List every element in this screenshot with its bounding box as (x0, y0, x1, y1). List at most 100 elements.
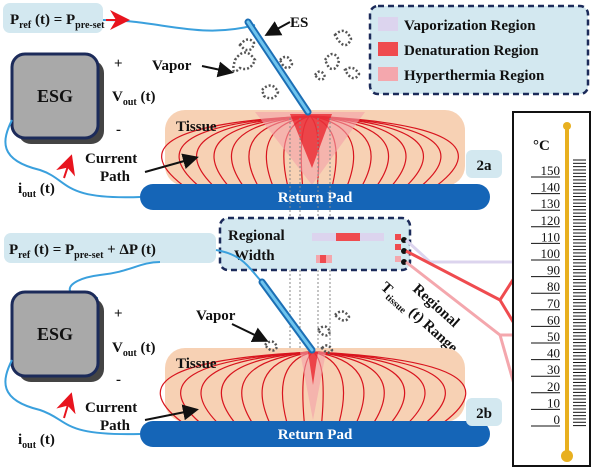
panel-label-box (466, 150, 502, 178)
path-shape (313, 70, 327, 81)
field-line (159, 351, 314, 423)
panel-label: 2b (476, 406, 492, 422)
return-pad (140, 184, 490, 210)
path-shape (232, 51, 257, 73)
thermometer-tick-label: 100 (541, 246, 561, 261)
legend-swatch (378, 67, 398, 81)
equation-box (3, 3, 103, 33)
return-pad (140, 421, 490, 447)
thermometer-tick-label: 60 (547, 312, 560, 327)
path-shape (278, 55, 294, 70)
thermometer-tick-label: 10 (547, 395, 560, 410)
thermometer-tick-label: 30 (547, 362, 560, 377)
field-line (312, 351, 385, 423)
esg-box (10, 52, 100, 140)
arrow (264, 21, 291, 36)
legend-swatch (378, 42, 398, 56)
return-pad-label: Return Pad (278, 427, 353, 443)
wire (215, 249, 263, 283)
current-path: Current Path (85, 151, 137, 185)
arrow (56, 154, 76, 179)
thermometer-tick-label: 40 (547, 346, 560, 361)
tissue-label: Tissue (176, 119, 217, 135)
legend-entry: Denaturation Region (404, 43, 539, 59)
range-marker (395, 244, 401, 250)
vout: Vout (t) (112, 340, 156, 359)
denaturation-bar (320, 255, 326, 263)
minus: - (116, 372, 121, 388)
electrode-highlight (260, 280, 314, 352)
wire (4, 359, 141, 436)
wire (4, 119, 141, 199)
vapor-label: Vapor (196, 308, 236, 324)
field-line (200, 351, 314, 423)
es-label: ES (290, 15, 308, 31)
wire (102, 19, 256, 32)
tissue-label: Tissue (176, 356, 217, 372)
field-line (312, 351, 406, 423)
esg-label: ESG (37, 86, 73, 106)
denaturation-region (308, 352, 318, 385)
thermometer-tick-label: 140 (541, 180, 561, 195)
vapor-bubbles (263, 310, 351, 354)
vapor-label: Vapor (152, 58, 192, 74)
denaturation-bar (336, 233, 360, 241)
equation-box (4, 233, 216, 263)
iout: iout (t) (18, 432, 55, 451)
path-shape (263, 340, 279, 352)
thermometer-tick-label: 50 (547, 329, 560, 344)
range-marker (395, 234, 401, 240)
esg-label: ESG (37, 324, 73, 344)
legend-box (368, 4, 590, 96)
iout: iout (t) (18, 181, 55, 200)
legend-entry: Hyperthermia Region (404, 68, 545, 84)
thermometer-unit: °C (533, 138, 550, 154)
panel-label-box (466, 398, 502, 426)
thermometer-tick-label: 20 (547, 379, 560, 394)
legend-entry: Vaporization Region (404, 18, 536, 34)
thermometer-tick-label: 120 (541, 213, 561, 228)
thermometer-tick-label: 0 (554, 412, 561, 427)
path-shape (343, 66, 361, 80)
path-shape (320, 344, 334, 354)
path-shape (323, 52, 341, 71)
current-path: Current Path (85, 400, 137, 434)
field-line (312, 351, 467, 423)
path-shape (316, 325, 332, 337)
path-shape (333, 29, 353, 47)
equation: Pref (t) = Ppre-set + ΔP (t) (9, 242, 156, 261)
range-marker (395, 256, 401, 262)
arrow (144, 404, 199, 421)
minus: - (116, 122, 121, 138)
field-line (312, 351, 426, 423)
electrode-highlight (246, 20, 310, 114)
field-line (261, 351, 314, 423)
return-pad-label: Return Pad (278, 190, 353, 206)
equation: Pref (t) = Ppre-set (10, 12, 105, 31)
thermometer-tick-label: 110 (541, 229, 560, 244)
path-shape (260, 84, 280, 100)
arrow (231, 323, 269, 342)
thermometer-top (563, 122, 571, 130)
path-shape (333, 310, 351, 322)
field-line (312, 351, 365, 423)
regional-width: Regional Width (228, 228, 285, 264)
esg-box (10, 290, 100, 378)
legend-swatch (378, 17, 398, 31)
plus: + (114, 56, 123, 72)
path-shape (238, 38, 256, 52)
arrow (56, 392, 76, 419)
thermometer-tick-label: 80 (547, 279, 560, 294)
circle-shape (401, 248, 407, 254)
vout: Vout (t) (112, 89, 156, 108)
thermometer-tick-label: 70 (547, 296, 560, 311)
field-line (220, 351, 314, 423)
thermometer-bulb (561, 450, 573, 462)
thermometer-tick-label: 90 (547, 263, 560, 278)
thermometer-tick-label: 130 (541, 196, 561, 211)
panel-label: 2a (477, 158, 493, 174)
field-line (241, 351, 314, 423)
vapor-bubbles (232, 29, 361, 100)
arrow (144, 153, 199, 173)
